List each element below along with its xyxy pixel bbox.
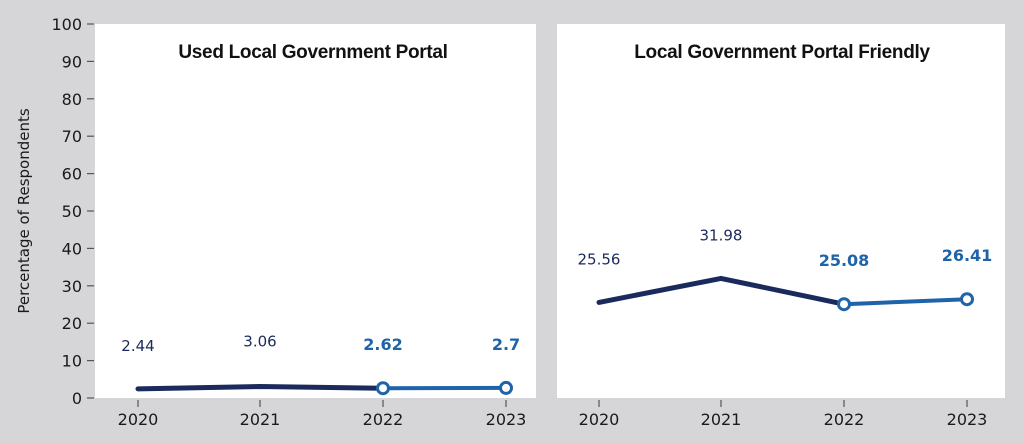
data-label: 2.44 bbox=[121, 337, 154, 355]
data-label: 31.98 bbox=[700, 226, 743, 244]
x-tick-label: 2023 bbox=[486, 410, 527, 429]
x-tick-label: 2021 bbox=[701, 410, 742, 429]
data-point-marker bbox=[376, 381, 390, 396]
data-point-marker bbox=[499, 380, 513, 395]
y-tick-label: 80 bbox=[62, 90, 82, 109]
x-tick-label: 2023 bbox=[947, 410, 988, 429]
data-label: 25.08 bbox=[819, 251, 870, 270]
series-line-recent bbox=[842, 297, 969, 307]
data-label: 26.41 bbox=[942, 246, 993, 265]
chart-panel-2 bbox=[557, 24, 1005, 398]
left-chart-title: Used Local Government Portal bbox=[178, 42, 447, 63]
y-tick-label: 10 bbox=[62, 352, 82, 371]
data-label: 2.7 bbox=[492, 335, 520, 354]
y-tick-label: 0 bbox=[72, 389, 82, 408]
y-tick-label: 50 bbox=[62, 202, 82, 221]
data-label: 2.62 bbox=[363, 335, 402, 354]
x-tick-label: 2021 bbox=[240, 410, 281, 429]
data-label: 3.06 bbox=[243, 333, 276, 351]
y-tick-label: 30 bbox=[62, 277, 82, 296]
data-label: 25.56 bbox=[578, 250, 621, 268]
y-tick-label: 60 bbox=[62, 165, 82, 184]
y-tick-label: 70 bbox=[62, 127, 82, 146]
y-tick-label: 100 bbox=[51, 15, 82, 34]
data-point-marker bbox=[837, 297, 851, 312]
y-tick-label: 90 bbox=[62, 52, 82, 71]
series-line-historical bbox=[135, 384, 386, 392]
chart-panel-1 bbox=[95, 24, 536, 398]
x-tick-label: 2022 bbox=[363, 410, 404, 429]
series-line-historical bbox=[596, 275, 847, 307]
y-tick-label: 20 bbox=[62, 314, 82, 333]
x-tick-label: 2022 bbox=[824, 410, 865, 429]
x-tick-label: 2020 bbox=[579, 410, 620, 429]
y-tick-label: 40 bbox=[62, 239, 82, 258]
right-chart-title: Local Government Portal Friendly bbox=[634, 42, 930, 63]
y-axis-label: Percentage of Respondents bbox=[15, 108, 33, 314]
x-tick-label: 2020 bbox=[118, 410, 159, 429]
data-point-marker bbox=[960, 292, 974, 307]
